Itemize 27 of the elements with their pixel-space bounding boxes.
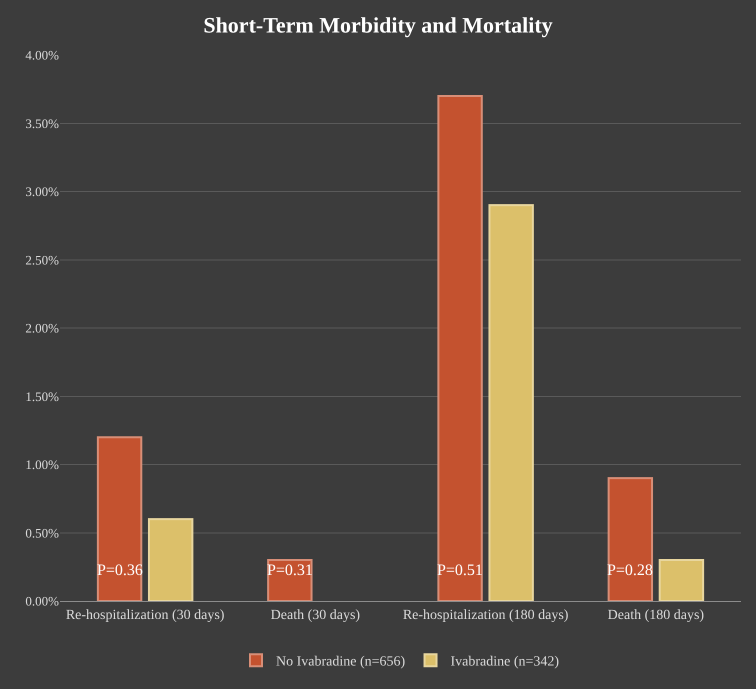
y-tick-label: 2.00% xyxy=(25,320,60,336)
x-tick-label: Death (30 days) xyxy=(270,608,360,623)
y-tick-label: 0.00% xyxy=(25,594,60,609)
y-tick-label: 1.50% xyxy=(25,388,60,404)
bar xyxy=(658,559,704,601)
bar xyxy=(148,518,194,601)
x-tick-label: Re-hospitalization (180 days) xyxy=(402,608,569,623)
y-tick-label: 1.00% xyxy=(25,457,60,472)
legend-label: No Ivabradine (n=656) xyxy=(276,654,406,670)
bar xyxy=(488,204,534,601)
bar xyxy=(608,477,654,601)
y-tick-label: 3.00% xyxy=(25,184,60,200)
annotation: P=0.51 xyxy=(437,562,483,579)
y-tick-label: 3.50% xyxy=(25,116,60,131)
annotation: P=0.31 xyxy=(267,562,313,579)
y-tick-label: 2.50% xyxy=(25,252,60,268)
chart-title: Short-Term Morbidity and Mortality xyxy=(203,12,553,38)
annotation: P=0.28 xyxy=(607,562,653,579)
bar xyxy=(267,559,313,601)
bar xyxy=(437,94,483,601)
annotation: P=0.36 xyxy=(97,562,143,579)
bar xyxy=(96,436,142,601)
legend-label: Ivabradine (n=342) xyxy=(450,654,560,670)
y-tick-label: 0.50% xyxy=(25,525,60,540)
x-tick-label: Re-hospitalization (30 days) xyxy=(66,608,225,623)
y-tick-label: 4.00% xyxy=(25,48,60,63)
x-tick-label: Death (180 days) xyxy=(608,608,704,623)
